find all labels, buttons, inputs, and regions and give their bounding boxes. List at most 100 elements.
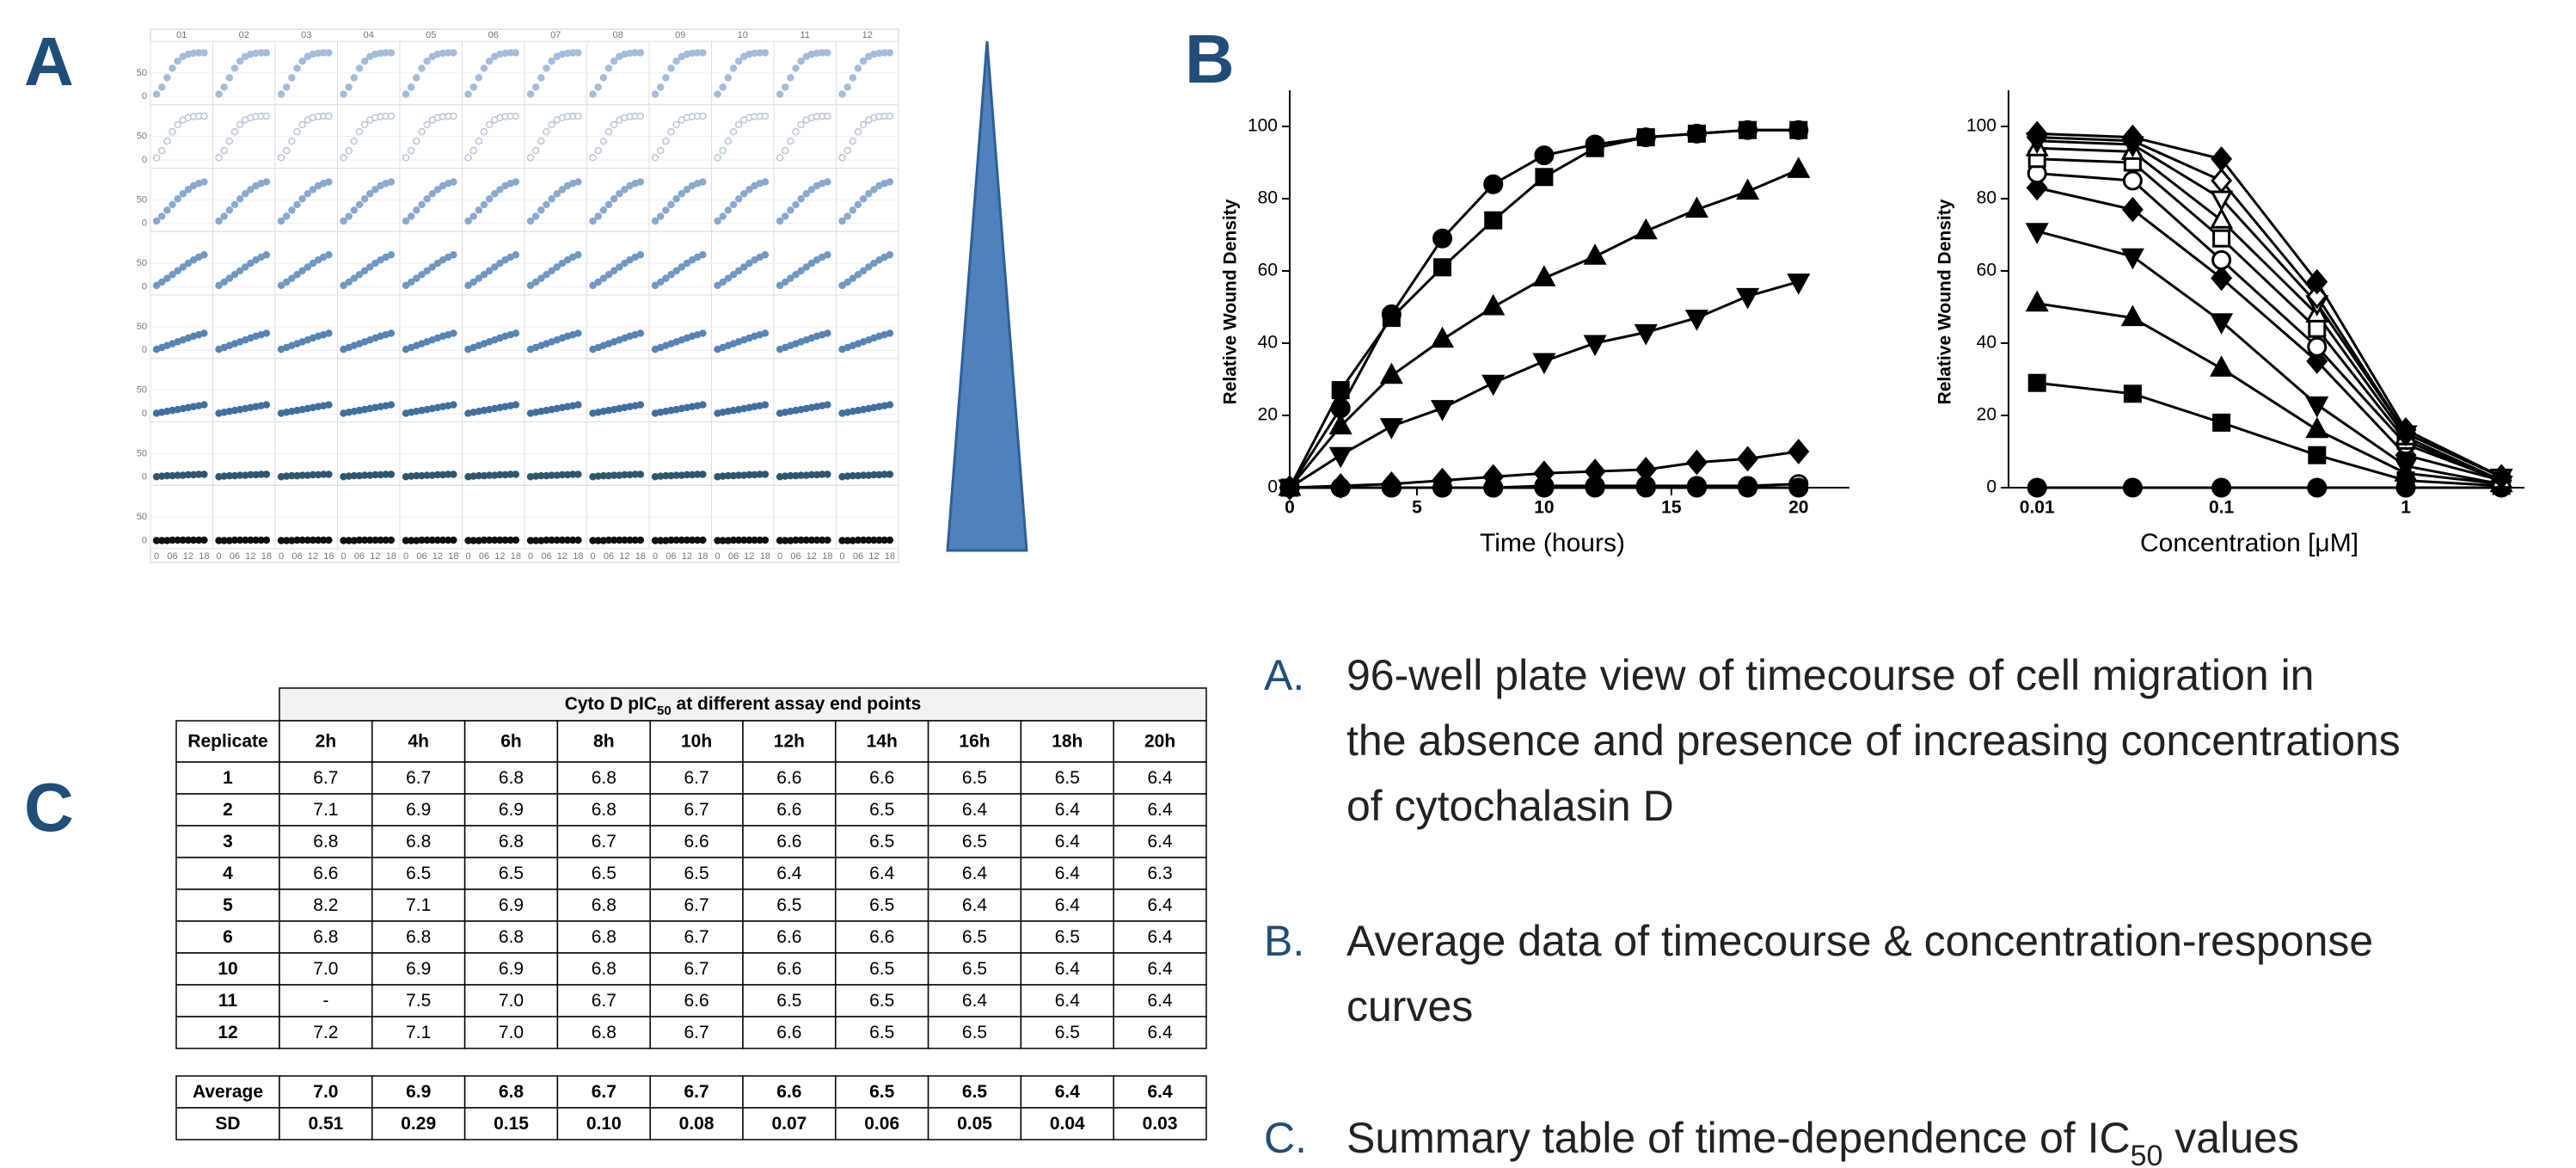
- well-point: [797, 195, 805, 203]
- mini-x-tick-label: 12: [557, 551, 567, 562]
- well-point: [662, 74, 670, 82]
- well-point: [724, 206, 733, 214]
- mini-x-tick-label: 12: [370, 551, 380, 562]
- table-text: 6.5: [962, 959, 987, 979]
- table-text: 6.6: [776, 1082, 801, 1102]
- table-cell: [279, 952, 373, 986]
- table-cell: [279, 825, 373, 858]
- mini-x-tick-label: 12: [868, 551, 879, 562]
- table-cell: [927, 888, 1022, 922]
- well-point: [574, 112, 582, 120]
- well-point: [683, 259, 691, 267]
- well-point: [402, 90, 410, 98]
- well-point: [200, 329, 208, 337]
- well-point: [537, 206, 545, 214]
- table-cell: [649, 1016, 744, 1049]
- well-point: [512, 536, 520, 544]
- well-point: [433, 186, 442, 194]
- table-text: 6.7: [684, 895, 708, 915]
- well-point: [325, 251, 333, 259]
- well-point: [355, 271, 364, 279]
- well-point: [781, 146, 789, 155]
- well-point: [491, 263, 499, 271]
- series-line: [2037, 146, 2502, 482]
- table-text: 6.8: [592, 800, 616, 820]
- well-point: [469, 212, 477, 220]
- well-point: [740, 263, 748, 271]
- well-point: [340, 154, 347, 162]
- x-tick-label: 10: [1534, 498, 1554, 518]
- table-text: 6.7: [684, 1082, 708, 1102]
- well-point: [215, 154, 223, 162]
- legend-text: Summary table of time-dependence of IC50…: [1346, 1114, 2299, 1168]
- well-point: [781, 83, 789, 91]
- marker: [2121, 124, 2144, 151]
- mini-y-tick-label: 0: [142, 535, 147, 545]
- well-point: [574, 401, 582, 409]
- well-point: [174, 57, 181, 65]
- table-cell: [835, 920, 929, 954]
- panel-label: B: [1185, 21, 1235, 97]
- well-point: [667, 200, 675, 209]
- mini-x-tick-label: 18: [822, 551, 832, 562]
- table-cell: [742, 1016, 837, 1049]
- legend-marker: C.: [1264, 1114, 1307, 1162]
- marker: [1585, 477, 1605, 498]
- marker: [1788, 439, 1810, 464]
- mini-x-tick-label: 0: [528, 551, 533, 562]
- column-label: 12: [862, 30, 873, 40]
- well-point: [225, 206, 234, 214]
- well-point: [672, 267, 680, 275]
- well-point: [729, 65, 738, 72]
- table-text: 6.9: [406, 800, 431, 820]
- well-point: [450, 536, 457, 544]
- well-point: [152, 281, 161, 290]
- well-point: [418, 271, 426, 279]
- well-point: [886, 178, 894, 186]
- marker: [2490, 464, 2512, 490]
- table-text: 8.2: [313, 895, 338, 915]
- marker: [1431, 400, 1455, 421]
- well-point: [667, 271, 675, 279]
- x-tick-label: 5: [1412, 498, 1422, 518]
- well-point: [423, 57, 431, 65]
- well-point: [776, 217, 784, 225]
- marker: [2306, 283, 2328, 310]
- table-cell: [556, 952, 651, 986]
- well-point: [475, 206, 483, 214]
- table-text: 6.8: [592, 927, 616, 947]
- table-text: 6.5: [1055, 927, 1080, 947]
- y-tick-label: 100: [1248, 116, 1278, 136]
- legend-line: the absence and presence of increasing c…: [1346, 716, 2401, 765]
- table-cell: [371, 920, 466, 954]
- well-point: [247, 186, 255, 194]
- well-point: [824, 401, 831, 409]
- column-label: 10: [738, 30, 748, 40]
- table-text: 12h: [774, 732, 805, 752]
- well-point: [854, 127, 862, 136]
- mini-x-tick-label: 12: [682, 551, 692, 562]
- well-point: [843, 146, 851, 155]
- y-tick-label: 40: [1977, 333, 1996, 353]
- mini-y-tick-label: 50: [137, 68, 147, 78]
- y-tick-label: 0: [1986, 477, 1996, 497]
- series-line: [2036, 186, 2502, 483]
- mini-x-tick-label: 12: [744, 551, 754, 562]
- marker: [1534, 145, 1555, 166]
- table-text: 6.5: [406, 864, 431, 883]
- well-point: [402, 217, 410, 225]
- table-text: 6.6: [776, 832, 801, 851]
- well-point: [230, 127, 239, 136]
- table-text: 7.1: [406, 895, 431, 915]
- table-text: Replicate: [187, 732, 267, 752]
- well-point: [548, 195, 555, 203]
- well-point: [402, 154, 410, 162]
- marker: [1583, 335, 1607, 357]
- table-text: 16h: [959, 732, 990, 752]
- well-point: [824, 112, 831, 120]
- well-point: [387, 178, 396, 186]
- marker: [2027, 477, 2047, 498]
- table-text: 14h: [867, 732, 898, 752]
- well-point: [174, 195, 181, 203]
- well-point: [621, 186, 629, 194]
